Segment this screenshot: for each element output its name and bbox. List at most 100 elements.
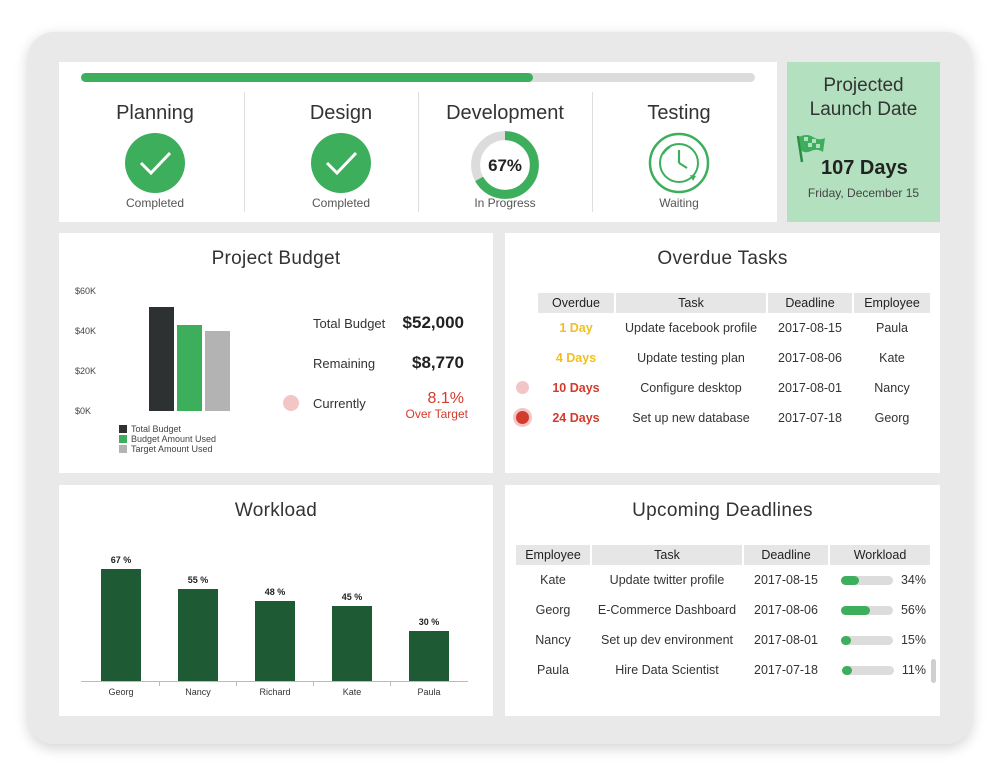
currently-label: Currently	[313, 396, 366, 411]
workload-percent: 11%	[901, 663, 926, 677]
workload-cell: 34%	[830, 565, 930, 595]
total-budget-value: $52,000	[402, 313, 464, 332]
deadline-cell: 2017-08-15	[778, 321, 842, 335]
overdue-cell: 24 Days	[516, 403, 614, 433]
status-dot	[283, 395, 299, 411]
workload-progress-fill	[840, 606, 871, 616]
stage-status: Waiting	[659, 196, 699, 210]
table-row: 4 Days Update testing plan 2017-08-06 Kate	[538, 343, 930, 373]
column-header: Task	[592, 545, 742, 565]
status-dot	[516, 411, 529, 424]
workload-progress-bar	[841, 666, 894, 676]
deadline-cell: 2017-07-18	[754, 663, 818, 677]
deadline-cell: 2017-08-06	[754, 603, 818, 617]
stage-status: In Progress	[474, 196, 536, 210]
overdue-cell: 4 Days	[538, 343, 614, 373]
over-target-label: Over Target	[405, 407, 468, 421]
launch-title: Projected Launch Date	[787, 74, 940, 122]
overall-progress-fill	[81, 73, 533, 82]
deadline-cell: 2017-08-06	[778, 351, 842, 365]
panel-title: Workload	[234, 500, 318, 521]
overdue-days: 4 Days	[555, 351, 597, 365]
workload-bar	[101, 569, 141, 681]
overdue-tasks-panel: Overdue Tasks Overdue Task Deadline Empl…	[505, 233, 940, 473]
y-tick: $0K	[75, 406, 92, 416]
workload-bar	[332, 605, 372, 681]
x-tick-label: Richard	[259, 687, 291, 697]
upcoming-deadlines-panel: Upcoming Deadlines Employee Task Deadlin…	[505, 485, 940, 716]
data-label: 45 %	[341, 591, 363, 602]
table-row: 10 Days Configure desktop 2017-08-01 Nancy	[516, 373, 930, 403]
task-cell: Hire Data Scientist	[615, 663, 719, 677]
overdue-table: Overdue Task Deadline Employee 1 Day Upda…	[516, 293, 932, 433]
launch-date: Friday, December 15	[807, 186, 920, 200]
x-tick	[236, 681, 237, 686]
project-stages-panel: Planning Completed Design Completed Deve…	[59, 62, 777, 222]
employee-cell: Kate	[879, 351, 905, 365]
deadline-cell: 2017-08-01	[754, 633, 818, 647]
task-cell: Set up new database	[632, 411, 750, 425]
checkered-flag-icon	[796, 135, 825, 163]
launch-title-line1: Projected	[823, 75, 904, 96]
legend-item: Target Amount Used	[119, 444, 213, 454]
overdue-cell: 1 Day	[538, 313, 614, 343]
employee-cell: Georg	[535, 603, 571, 617]
y-tick: $60K	[75, 286, 97, 296]
workload-percent: 15%	[900, 633, 926, 647]
legend-item: Total Budget	[119, 424, 181, 434]
divider	[592, 92, 593, 212]
workload-bar	[178, 589, 218, 681]
panel-title: Project Budget	[211, 248, 341, 269]
stage-title: Testing	[647, 102, 711, 124]
scrollbar[interactable]	[931, 659, 936, 683]
column-header: Employee	[854, 293, 930, 313]
development-percent: 67%	[488, 156, 522, 175]
table-row: Paula Hire Data Scientist 2017-07-18 11%	[516, 655, 930, 685]
workload-progress-fill	[841, 666, 853, 676]
workload-progress-fill	[840, 636, 852, 646]
column-header: Overdue	[538, 293, 614, 313]
x-tick	[313, 681, 314, 686]
y-tick: $20K	[75, 366, 97, 376]
overdue-days: 10 Days	[552, 381, 600, 395]
employee-cell: Nancy	[535, 633, 571, 647]
stage-status: Completed	[311, 196, 371, 210]
table-row: Nancy Set up dev environment 2017-08-01 15%	[516, 625, 930, 655]
column-header: Task	[616, 293, 766, 313]
column-header: Employee	[516, 545, 590, 565]
workload-percent: 56%	[900, 603, 926, 617]
workload-percent: 34%	[900, 573, 926, 587]
overdue-cell: 10 Days	[516, 373, 614, 403]
deadline-cell: 2017-08-01	[778, 381, 842, 395]
stage-status: Completed	[125, 196, 185, 210]
stage-title: Planning	[116, 102, 194, 124]
data-label: 48 %	[264, 586, 286, 597]
total-budget-label: Total Budget	[313, 316, 386, 331]
stage-design: Design Completed	[255, 92, 427, 212]
status-dot	[516, 381, 529, 394]
project-budget-panel: Project Budget $60K $40K $20K $0K Total …	[59, 233, 493, 473]
x-axis	[81, 681, 468, 682]
column-header: Workload	[830, 545, 930, 565]
task-cell: Update testing plan	[637, 351, 745, 365]
column-header: Deadline	[744, 545, 828, 565]
x-tick-label: Paula	[417, 687, 441, 697]
remaining-label: Remaining	[313, 356, 376, 371]
x-tick	[159, 681, 160, 686]
workload-progress-bar	[840, 576, 893, 586]
check-circle-icon	[311, 133, 371, 193]
table-row: 24 Days Set up new database 2017-07-18 Geor…	[516, 403, 930, 433]
divider	[418, 92, 419, 212]
y-tick: $40K	[75, 326, 97, 336]
workload-bar	[255, 600, 295, 681]
currently-value: 8.1%	[427, 390, 464, 407]
overdue-days: 1 Day	[559, 321, 593, 335]
task-cell: Update facebook profile	[624, 321, 758, 335]
workload-cell: 15%	[830, 625, 930, 655]
panel-title: Overdue Tasks	[657, 248, 788, 269]
remaining-value: $8,770	[412, 353, 464, 372]
workload-progress-fill	[840, 576, 859, 586]
data-label: 30 %	[418, 616, 440, 627]
x-tick-label: Georg	[108, 687, 134, 697]
overall-progress-bar	[81, 73, 755, 82]
